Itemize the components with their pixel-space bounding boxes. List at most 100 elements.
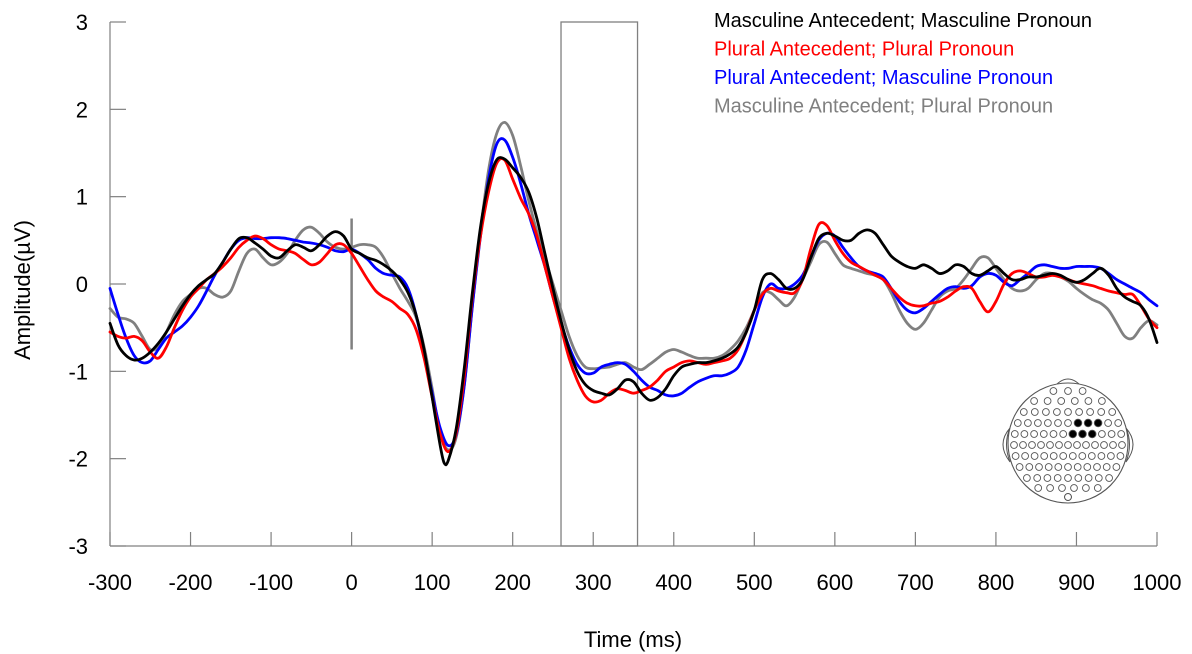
electrode bbox=[1108, 408, 1117, 416]
electrode bbox=[1020, 430, 1029, 438]
x-tick-label: 700 bbox=[897, 570, 934, 595]
electrode bbox=[1040, 452, 1049, 460]
markers bbox=[350, 21, 639, 547]
axes: -3 -2 -1 0 1 2 3 -300 -200 -100 0 100 200 300 400 500 60… bbox=[68, 10, 1181, 595]
electrode bbox=[1049, 452, 1058, 460]
electrode bbox=[1074, 474, 1083, 482]
electrode bbox=[1102, 463, 1111, 471]
electrode bbox=[1034, 419, 1042, 427]
electrode-highlighted bbox=[1073, 418, 1083, 428]
y-tick-label: 2 bbox=[76, 97, 88, 122]
electrode bbox=[1100, 441, 1108, 449]
electrode bbox=[1021, 452, 1029, 460]
electrode bbox=[1086, 408, 1094, 416]
electrode bbox=[1064, 387, 1072, 395]
electrode bbox=[1070, 484, 1078, 492]
electrode bbox=[1042, 408, 1050, 416]
electrode bbox=[1043, 397, 1052, 405]
series-line bbox=[108, 121, 1159, 452]
y-tick-label: 3 bbox=[76, 10, 88, 35]
electrode bbox=[1104, 419, 1112, 427]
electrode bbox=[1010, 441, 1018, 449]
y-tick-label: -1 bbox=[68, 359, 88, 384]
legend-entry: Masculine Antecedent; Plural Pronoun bbox=[714, 96, 1053, 118]
electrode bbox=[1033, 474, 1042, 482]
legend-entry: Masculine Antecedent; Masculine Pronoun bbox=[714, 10, 1092, 32]
x-axis-label: Time (ms) bbox=[584, 627, 682, 652]
legend-entry: Plural Antecedent; Plural Pronoun bbox=[714, 39, 1014, 61]
electrode bbox=[1058, 484, 1066, 492]
electrode bbox=[1049, 430, 1058, 438]
electrode bbox=[1030, 397, 1038, 405]
electrode bbox=[1084, 397, 1093, 405]
electrode-highlighted bbox=[1093, 418, 1103, 428]
electrode bbox=[1037, 441, 1045, 449]
electrode bbox=[1112, 463, 1121, 471]
electrode bbox=[1046, 484, 1054, 492]
electrode bbox=[1073, 441, 1081, 449]
electrode bbox=[1019, 441, 1027, 449]
electrode bbox=[1084, 474, 1093, 482]
electrode bbox=[1118, 441, 1126, 449]
electrode bbox=[1030, 430, 1038, 438]
electrode bbox=[1053, 474, 1062, 482]
electrode bbox=[1107, 430, 1116, 438]
electrode bbox=[1114, 419, 1123, 427]
legend: Masculine Antecedent; Masculine Pronoun P… bbox=[714, 10, 1092, 118]
electrode-highlighted bbox=[1078, 429, 1087, 439]
electrode bbox=[1064, 419, 1072, 427]
electrode bbox=[1055, 441, 1063, 449]
electrode bbox=[1035, 463, 1043, 471]
electrode bbox=[1105, 474, 1113, 482]
x-tick-label: 100 bbox=[414, 570, 451, 595]
electrode bbox=[1054, 463, 1063, 471]
electrode-montage-icon bbox=[1002, 378, 1134, 504]
electrode bbox=[1039, 430, 1048, 438]
electrode bbox=[1078, 452, 1087, 460]
electrode bbox=[1109, 441, 1117, 449]
electrode bbox=[1064, 474, 1072, 482]
electrode-highlighted bbox=[1083, 418, 1093, 428]
electrode bbox=[1116, 452, 1125, 460]
series-line bbox=[108, 157, 1159, 454]
electrode bbox=[1075, 408, 1083, 416]
electrode bbox=[1117, 430, 1126, 438]
electrode bbox=[1010, 430, 1019, 438]
electrode bbox=[1064, 463, 1072, 471]
electrode bbox=[1013, 419, 1022, 427]
electrode bbox=[1028, 441, 1036, 449]
electrode bbox=[1043, 474, 1052, 482]
plot-lines bbox=[108, 121, 1159, 467]
electrode bbox=[1082, 441, 1090, 449]
electrode bbox=[1044, 463, 1053, 471]
x-tick-label: 900 bbox=[1058, 570, 1095, 595]
electrode bbox=[1030, 408, 1039, 416]
y-tick-label: 0 bbox=[76, 272, 88, 297]
electrode bbox=[1023, 474, 1031, 482]
x-tick-label: 800 bbox=[978, 570, 1015, 595]
electrode bbox=[1024, 419, 1032, 427]
electrode bbox=[1098, 397, 1106, 405]
electrode-highlighted bbox=[1087, 429, 1097, 439]
electrode bbox=[1078, 387, 1087, 395]
left-ear-shape bbox=[1002, 427, 1011, 463]
x-tick-label: 400 bbox=[655, 570, 692, 595]
electrode bbox=[1093, 463, 1101, 471]
y-tick-label: -3 bbox=[68, 534, 88, 559]
y-axis-label: Amplitude(µV) bbox=[10, 220, 35, 360]
analysis-window-rect bbox=[560, 21, 639, 547]
electrode bbox=[1019, 408, 1028, 416]
x-tick-label: -100 bbox=[249, 570, 293, 595]
electrode bbox=[1097, 452, 1106, 460]
electrode bbox=[1057, 397, 1066, 405]
legend-entry: Plural Antecedent; Masculine Pronoun bbox=[714, 67, 1053, 89]
x-tick-label: 1000 bbox=[1133, 570, 1182, 595]
x-tick-label: 0 bbox=[345, 570, 357, 595]
y-tick-label: -2 bbox=[68, 447, 88, 472]
electrode bbox=[1087, 452, 1096, 460]
electrode bbox=[1054, 419, 1062, 427]
electrode bbox=[1011, 452, 1020, 460]
electrode bbox=[1091, 441, 1099, 449]
electrode bbox=[1025, 463, 1034, 471]
